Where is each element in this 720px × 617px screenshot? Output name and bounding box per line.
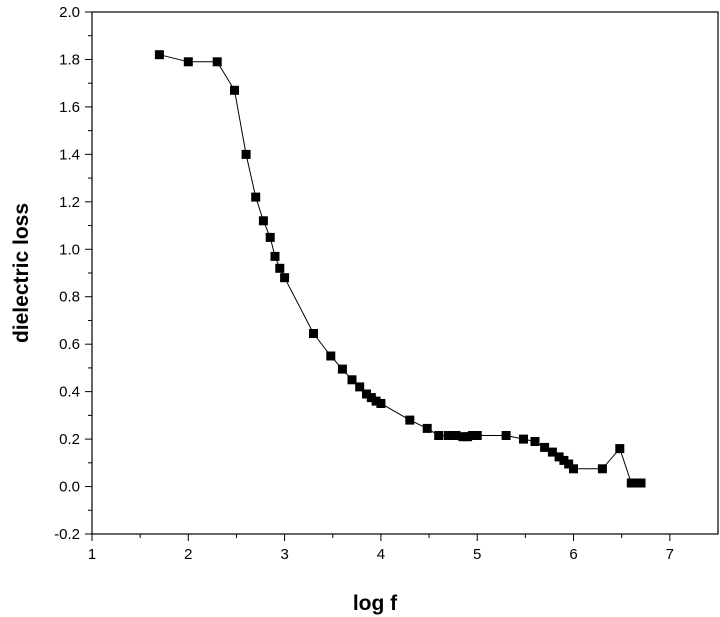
y-tick-label: 1.6: [59, 99, 80, 116]
data-point: [434, 431, 444, 440]
data-point: [405, 415, 415, 425]
data-point: [540, 442, 550, 452]
data-point: [530, 437, 540, 446]
data-point: [355, 382, 365, 392]
x-tick-label: 4: [377, 546, 385, 563]
x-tick-label: 2: [184, 546, 192, 563]
y-tick-label: 1.8: [59, 51, 80, 68]
y-tick-label: 0.0: [59, 479, 80, 496]
data-point: [347, 375, 357, 385]
data-point: [366, 393, 376, 403]
data-point: [422, 423, 432, 433]
data-point: [472, 431, 482, 440]
data-point: [326, 351, 336, 361]
data-point: [183, 57, 193, 67]
x-tick-label: 6: [569, 546, 577, 563]
data-point: [569, 464, 578, 474]
data-point: [337, 364, 347, 374]
data-point: [309, 329, 318, 338]
data-point: [443, 431, 453, 440]
data-point: [458, 432, 468, 442]
tick-labels: 1 2 3 4 5 6 7 -0.2 0.0 0.2 0.4 0.6 0.8 1.0 1.2 1.4 1.6 1.…: [54, 4, 674, 563]
data-point: [451, 431, 461, 440]
data-point: [230, 85, 239, 95]
data-markers: [154, 50, 646, 488]
data-point: [270, 251, 280, 261]
axis-ticks: [85, 11, 671, 541]
data-point: [154, 50, 164, 60]
data-point: [463, 432, 473, 442]
data-point: [519, 434, 528, 444]
data-point: [265, 232, 275, 242]
y-tick-label: 2.0: [59, 4, 80, 21]
data-point: [212, 57, 222, 67]
x-tick-label: 3: [280, 546, 288, 563]
plot-frame: [91, 11, 719, 535]
data-point: [597, 464, 607, 474]
data-point: [559, 455, 569, 465]
y-tick-label: 0.2: [59, 431, 80, 448]
data-point: [376, 399, 386, 408]
y-tick-label: 0.8: [59, 289, 80, 306]
x-tick-label: 5: [473, 546, 481, 563]
x-tick-label: 7: [666, 546, 674, 563]
data-point: [554, 452, 564, 462]
data-point: [631, 478, 641, 488]
data-point: [371, 396, 381, 406]
y-tick-label: 1.2: [59, 194, 80, 211]
x-axis-title: log f: [353, 592, 398, 615]
data-point: [467, 431, 477, 440]
series-line: [159, 54, 641, 484]
y-tick-label: 1.4: [59, 146, 80, 163]
y-tick-label: -0.2: [54, 526, 80, 543]
data-point: [251, 192, 261, 202]
data-point: [362, 389, 371, 399]
data-point: [501, 431, 511, 440]
data-point: [258, 216, 268, 226]
data-point: [547, 447, 557, 457]
data-point: [564, 459, 574, 469]
y-axis-title: dielectric loss: [10, 203, 33, 343]
y-tick-label: 1.0: [59, 241, 80, 258]
data-point: [636, 478, 646, 488]
data-point: [615, 444, 625, 454]
y-tick-label: 0.6: [59, 336, 80, 353]
x-tick-label: 1: [88, 546, 96, 563]
data-point: [241, 149, 251, 159]
y-tick-label: 0.4: [59, 384, 80, 401]
data-point: [275, 263, 285, 273]
data-point: [280, 273, 290, 283]
data-point: [626, 478, 636, 488]
